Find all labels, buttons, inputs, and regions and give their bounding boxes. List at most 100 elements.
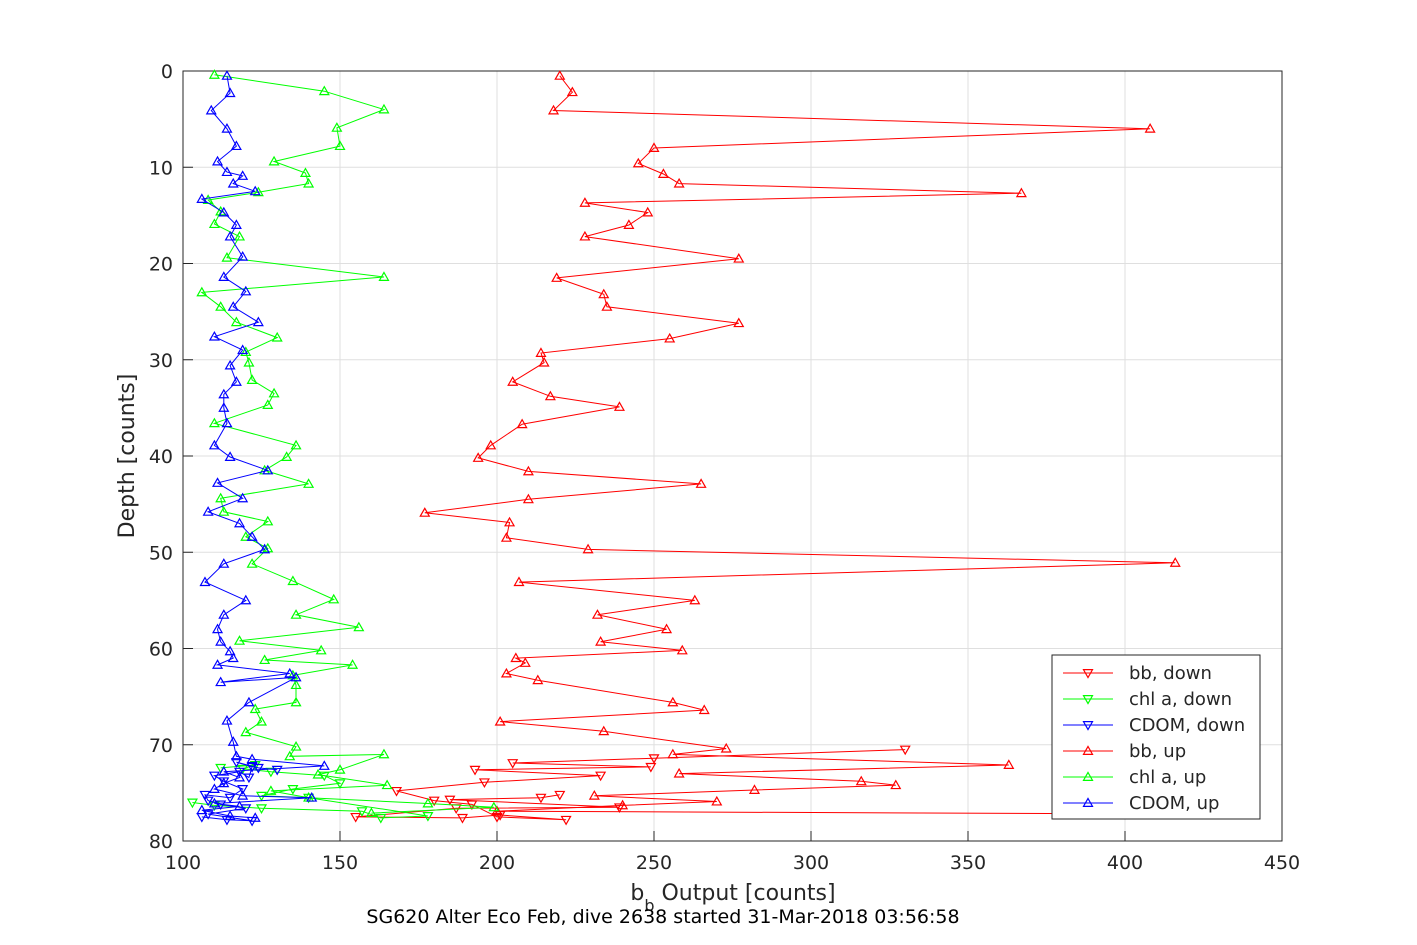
data-point xyxy=(252,186,264,197)
legend-marker xyxy=(1082,695,1094,705)
data-point xyxy=(617,799,629,810)
y-tick-label: 10 xyxy=(149,157,173,179)
data-point xyxy=(218,271,230,281)
data-point xyxy=(215,636,227,646)
data-point xyxy=(356,807,368,817)
data-point xyxy=(205,104,217,115)
data-point xyxy=(855,775,867,786)
data-point xyxy=(221,123,233,133)
data-point xyxy=(667,748,679,759)
data-point xyxy=(676,644,688,655)
data-point xyxy=(290,439,302,450)
data-point xyxy=(202,810,214,820)
data-point xyxy=(208,783,220,793)
data-point xyxy=(554,70,566,80)
data-point xyxy=(233,767,246,778)
data-point xyxy=(196,804,208,815)
x-tick-label: 450 xyxy=(1264,852,1300,874)
data-point xyxy=(673,767,685,778)
data-point xyxy=(522,493,534,504)
data-point xyxy=(535,347,547,357)
legend: bb, down chl a, down CDOM, down bb, up chl a… xyxy=(1051,654,1261,820)
data-point xyxy=(221,70,233,80)
data-point xyxy=(233,635,246,645)
data-point xyxy=(547,104,560,115)
data-point xyxy=(306,791,318,802)
data-point xyxy=(507,376,519,386)
legend-marker xyxy=(1082,669,1094,679)
legend-label: chl a, down xyxy=(1129,689,1232,710)
data-point xyxy=(890,779,902,790)
data-point xyxy=(522,465,534,476)
data-point xyxy=(249,812,261,822)
data-point xyxy=(224,645,236,656)
legend-label: bb, up xyxy=(1129,741,1186,762)
data-point xyxy=(513,576,525,587)
data-point xyxy=(227,736,239,746)
x-axis-label-rest: Output [counts] xyxy=(655,881,836,906)
data-point xyxy=(588,790,600,800)
x-tick-label: 250 xyxy=(636,852,672,874)
y-axis-label: Depth [counts] xyxy=(115,374,140,539)
data-point xyxy=(519,657,531,667)
data-point xyxy=(262,464,274,475)
data-point xyxy=(733,317,745,328)
data-point xyxy=(237,344,249,355)
y-tick-label: 50 xyxy=(149,542,173,564)
data-point xyxy=(312,768,324,779)
data-point xyxy=(1144,123,1156,133)
y-tick-labels: 0 10 20 30 40 50 60 70 80 xyxy=(149,61,173,853)
data-point xyxy=(221,166,233,177)
x-axis-label: bb Output [counts] xyxy=(630,881,835,915)
data-point xyxy=(748,784,761,794)
data-point xyxy=(598,288,610,299)
data-point xyxy=(328,593,340,604)
series-line xyxy=(355,749,906,821)
data-point xyxy=(208,797,220,808)
data-point xyxy=(667,696,679,707)
data-point xyxy=(249,760,261,771)
data-point xyxy=(365,807,377,818)
data-point xyxy=(271,765,283,776)
data-point xyxy=(711,795,723,806)
data-point xyxy=(262,399,274,409)
data-point xyxy=(632,157,644,168)
data-point xyxy=(243,773,255,784)
data-point xyxy=(186,798,198,809)
data-point xyxy=(255,715,268,726)
data-point xyxy=(375,813,387,824)
data-point xyxy=(218,506,230,516)
data-point xyxy=(224,230,236,241)
data-point xyxy=(237,492,249,503)
data-point xyxy=(516,418,528,429)
data-point xyxy=(422,797,434,808)
data-point xyxy=(478,778,490,788)
series-5 xyxy=(196,70,330,822)
data-point xyxy=(378,271,390,281)
data-point xyxy=(240,285,252,296)
legend-label: chl a, up xyxy=(1129,767,1206,788)
data-point xyxy=(230,316,242,327)
data-point xyxy=(246,753,258,764)
data-point xyxy=(488,801,500,812)
data-point xyxy=(428,796,440,807)
data-point xyxy=(695,478,707,488)
data-point xyxy=(268,155,280,166)
data-point xyxy=(208,69,220,79)
data-point xyxy=(507,759,519,769)
x-tick-label: 200 xyxy=(479,852,515,874)
data-point xyxy=(240,531,252,541)
data-point xyxy=(221,417,233,428)
data-point xyxy=(246,531,258,541)
legend-label: CDOM, down xyxy=(1129,715,1245,736)
data-point xyxy=(347,659,359,669)
data-point xyxy=(315,644,327,655)
data-point xyxy=(422,812,434,822)
data-point xyxy=(246,762,258,773)
data-point xyxy=(208,417,220,428)
data-point xyxy=(645,762,657,773)
data-point xyxy=(469,765,481,776)
data-point xyxy=(642,206,654,217)
data-point xyxy=(720,742,732,753)
